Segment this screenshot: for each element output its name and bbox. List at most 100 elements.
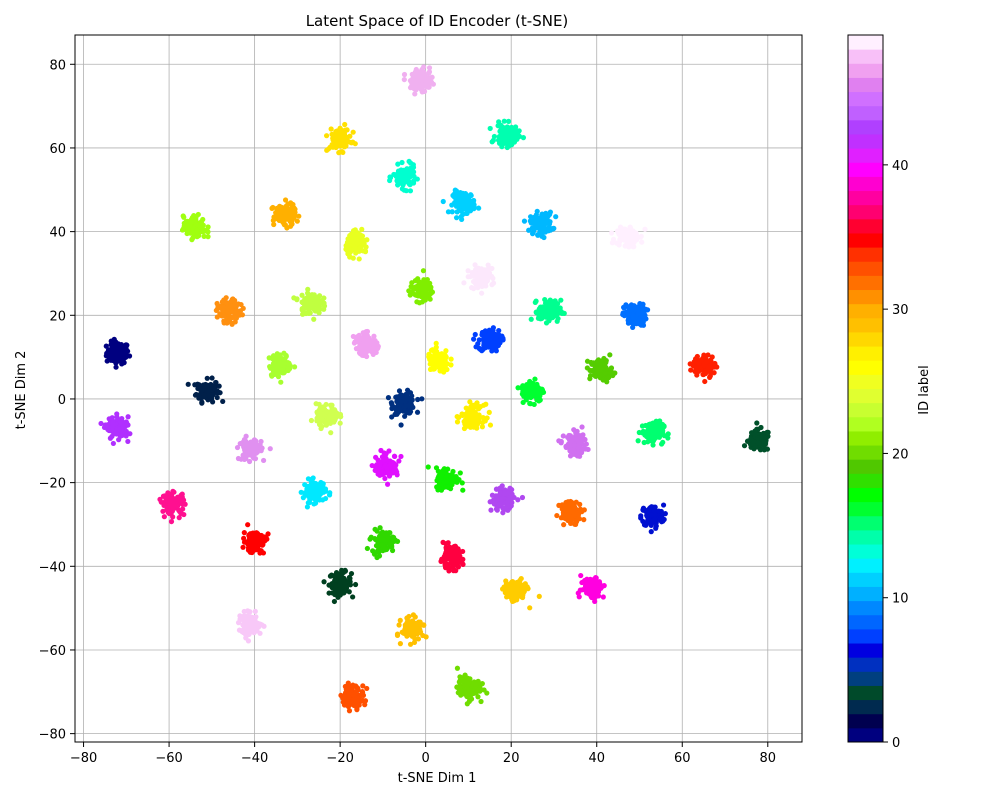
data-point	[354, 707, 360, 713]
data-point	[209, 375, 215, 381]
cluster-38	[438, 539, 466, 574]
data-point	[252, 541, 258, 547]
data-point	[576, 439, 582, 445]
cluster-31	[394, 612, 429, 647]
cluster-42	[98, 411, 133, 447]
data-point	[380, 542, 386, 549]
cluster-45	[234, 433, 273, 465]
data-point	[311, 480, 318, 487]
data-point	[630, 324, 636, 330]
data-point	[357, 245, 364, 251]
data-point	[126, 353, 133, 359]
cluster-16	[515, 376, 547, 408]
data-point	[435, 351, 441, 357]
data-point	[285, 201, 291, 207]
data-point	[649, 434, 655, 440]
data-point	[424, 276, 430, 283]
data-point	[582, 577, 588, 584]
data-point	[461, 418, 467, 425]
data-point	[503, 589, 509, 595]
data-point	[108, 338, 114, 344]
data-point	[418, 288, 424, 295]
data-point	[368, 534, 374, 540]
data-point	[468, 422, 474, 428]
data-point	[383, 546, 390, 553]
data-point	[245, 522, 251, 528]
data-point	[415, 636, 422, 642]
data-point	[410, 612, 417, 618]
data-point	[392, 453, 398, 460]
data-point	[656, 508, 662, 514]
data-point	[350, 594, 356, 600]
data-point	[508, 589, 514, 595]
data-point	[447, 486, 454, 492]
data-point	[417, 280, 423, 287]
data-point	[320, 482, 326, 488]
data-point	[104, 358, 110, 364]
data-point	[326, 416, 332, 422]
grid-layer	[75, 35, 802, 742]
data-point	[406, 403, 412, 409]
data-point	[484, 690, 490, 696]
data-point	[696, 360, 702, 367]
data-point	[591, 586, 597, 592]
data-point	[194, 381, 201, 387]
data-point	[372, 526, 378, 532]
data-point	[646, 517, 653, 524]
data-point	[190, 230, 196, 237]
data-point	[620, 311, 626, 318]
data-point	[383, 456, 389, 462]
data-point	[407, 181, 413, 187]
data-point	[214, 314, 220, 320]
data-point	[487, 330, 493, 336]
data-point	[625, 312, 631, 318]
data-point	[347, 579, 353, 585]
data-point	[108, 354, 115, 360]
data-point	[314, 415, 320, 421]
data-point	[336, 150, 342, 156]
data-point	[209, 392, 215, 398]
cluster-44	[556, 424, 591, 459]
cluster-10	[440, 187, 482, 223]
data-point	[387, 174, 393, 180]
data-point	[336, 136, 342, 143]
data-point	[498, 485, 504, 491]
data-point	[333, 144, 339, 151]
data-point	[343, 143, 349, 149]
data-point	[396, 622, 402, 628]
data-point	[232, 319, 238, 325]
data-point	[437, 475, 443, 481]
data-point	[458, 692, 464, 698]
data-point	[577, 501, 583, 507]
data-point	[505, 497, 511, 503]
data-point	[464, 210, 470, 216]
data-point	[346, 589, 352, 595]
data-point	[110, 440, 116, 447]
data-point	[331, 134, 337, 141]
data-point	[764, 446, 771, 452]
data-point	[475, 678, 481, 684]
data-point	[185, 381, 191, 387]
data-point	[424, 287, 430, 293]
data-point	[561, 522, 567, 528]
data-point	[443, 348, 449, 354]
data-point	[348, 570, 355, 577]
data-point	[165, 490, 171, 496]
data-point	[478, 698, 484, 705]
cluster-19	[584, 352, 618, 385]
data-point	[584, 365, 590, 371]
data-point	[496, 328, 502, 334]
data-point	[644, 307, 651, 313]
data-point	[642, 520, 649, 526]
data-point	[579, 424, 585, 430]
data-point	[762, 439, 769, 445]
data-point	[754, 420, 760, 426]
data-point	[374, 554, 380, 561]
cluster-8	[620, 301, 651, 330]
data-point	[453, 215, 460, 221]
data-point	[539, 310, 545, 316]
data-point	[201, 233, 207, 239]
data-point	[495, 123, 501, 129]
data-point	[454, 665, 461, 671]
